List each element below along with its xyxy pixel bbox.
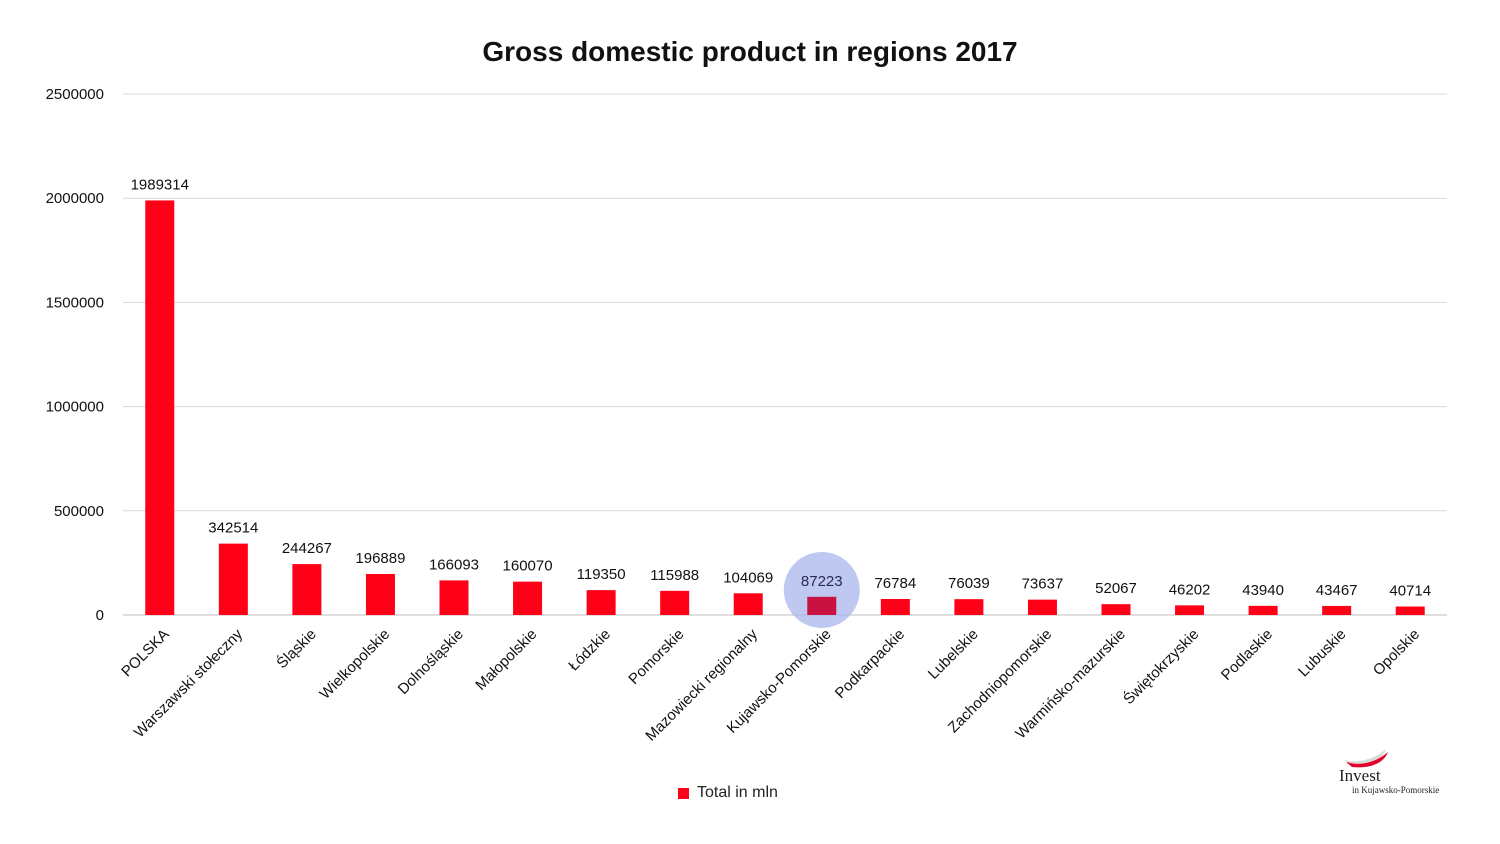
bar: [660, 590, 690, 615]
logo-word: Invest: [1339, 766, 1381, 785]
x-tick-label: Lubuskie: [1295, 626, 1349, 680]
x-tick-label: Dolnośląskie: [395, 626, 467, 698]
data-label: 73637: [1022, 576, 1064, 593]
x-tick-label: Opolskie: [1370, 626, 1423, 679]
data-label: 1989314: [131, 176, 189, 193]
y-tick-label: 2000000: [46, 190, 104, 207]
x-tick-label: POLSKA: [118, 626, 172, 680]
bar: [586, 590, 616, 615]
bar: [807, 596, 837, 615]
data-label: 166093: [429, 556, 479, 573]
legend-label: Total in mln: [697, 784, 778, 801]
data-label: 40714: [1389, 583, 1431, 600]
polish-flag-ribbon-icon: [1344, 749, 1388, 768]
x-tick-label: Śląskie: [273, 625, 320, 672]
data-label: 104069: [723, 569, 773, 586]
bar: [513, 581, 543, 615]
x-tick-label: Łódzkie: [565, 626, 614, 675]
bar: [1322, 605, 1352, 615]
x-tick-label: Wielkopolskie: [316, 626, 393, 703]
chart-title: Gross domestic product in regions 2017: [482, 36, 1018, 67]
data-label: 244267: [282, 540, 332, 557]
bar: [439, 580, 469, 615]
y-tick-label: 500000: [54, 503, 104, 520]
bar: [1027, 599, 1057, 615]
x-tick-label: Podlaskie: [1218, 626, 1276, 684]
data-label: 160070: [503, 558, 553, 575]
y-tick-label: 0: [96, 607, 104, 624]
data-label: 52067: [1095, 580, 1137, 597]
y-tick-label: 1500000: [46, 294, 104, 311]
data-label: 46202: [1169, 581, 1211, 598]
invest-logo: Invest in Kujawsko-Pomorskie: [1336, 748, 1456, 800]
bar: [880, 598, 910, 615]
data-label: 119350: [577, 566, 626, 583]
bar: [954, 599, 984, 615]
bar: [1101, 604, 1131, 615]
x-tick-label: Podkarpackie: [832, 626, 908, 702]
data-label: 76039: [948, 575, 990, 592]
x-tick-label: Małopolskie: [472, 626, 540, 694]
data-label: 43467: [1316, 582, 1358, 599]
y-tick-label: 2500000: [46, 86, 104, 103]
bar: [365, 573, 395, 615]
x-tick-label: Lubelskie: [925, 626, 982, 683]
data-label: 76784: [874, 575, 916, 592]
bar: [733, 593, 763, 615]
bar: [1175, 605, 1205, 615]
data-label: 87223: [801, 573, 843, 590]
highlight-circle: [783, 552, 860, 628]
bar: [218, 543, 248, 615]
legend-swatch: [678, 787, 689, 799]
x-tick-label: Pomorskie: [625, 626, 687, 688]
data-label: 115988: [650, 567, 699, 584]
data-label: 196889: [355, 550, 405, 567]
data-label: 342514: [208, 520, 258, 537]
logo-subtitle: in Kujawsko-Pomorskie: [1352, 785, 1440, 795]
bar: [1248, 605, 1278, 615]
legend: Total in mln: [678, 784, 778, 802]
y-tick-label: 1000000: [46, 399, 104, 416]
data-label: 43940: [1242, 582, 1284, 599]
bar: [292, 564, 322, 615]
bar: [145, 200, 175, 616]
bar: [1395, 606, 1425, 615]
x-tick-label: Świętokrzyskie: [1120, 625, 1203, 708]
